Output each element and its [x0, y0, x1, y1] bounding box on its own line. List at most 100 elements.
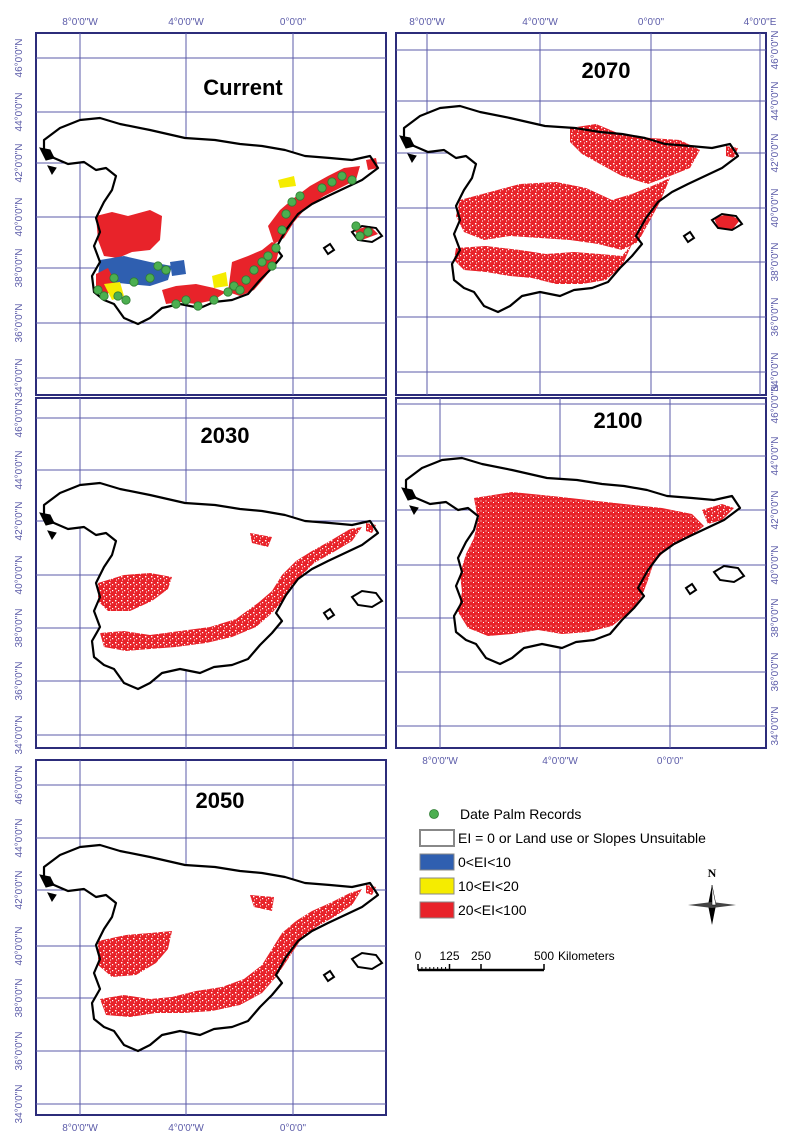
date-palm-record [277, 225, 287, 235]
latitude-tick-label: 34°0'0"N [14, 359, 25, 398]
latitude-tick-label: 36°0'0"N [14, 304, 25, 343]
north-label: N [708, 866, 717, 880]
date-palm-record [161, 265, 171, 275]
date-palm-record [145, 273, 155, 283]
legend-item: 0<EI<10 [419, 853, 511, 871]
latitude-tick-label: 38°0'0"N [770, 599, 781, 638]
latitude-tick-label: 46°0'0"N [14, 399, 25, 438]
suitability-patch [714, 214, 740, 230]
legend-label: EI = 0 or Land use or Slopes Unsuitable [458, 830, 706, 846]
graticule [36, 33, 386, 395]
latitude-tick-label: 38°0'0"N [14, 979, 25, 1018]
suitability-patch [212, 272, 228, 288]
coast-islands [39, 147, 57, 175]
latitude-tick-label: 36°0'0"N [770, 298, 781, 337]
date-palm-record [257, 257, 267, 267]
suitability-patch [100, 527, 362, 651]
date-palm-record [109, 273, 119, 283]
balearic-outline [350, 951, 384, 971]
iberia-outline [42, 116, 380, 326]
legend-dot-swatch [429, 809, 439, 819]
date-palm-record [351, 221, 361, 231]
legend-item: EI = 0 or Land use or Slopes Unsuitable [419, 829, 706, 847]
longitude-tick-label: 4°0'0"W [168, 17, 204, 28]
map-content [401, 456, 746, 666]
graticule [36, 760, 386, 1115]
date-palm-record [281, 209, 291, 219]
scale-bar-unit: Kilometers [558, 949, 615, 963]
date-palm-record [271, 243, 281, 253]
latitude-tick-label: 42°0'0"N [14, 871, 25, 910]
date-palm-record [327, 177, 337, 187]
map-content [39, 843, 384, 1053]
suitability-patch [250, 533, 272, 547]
latitude-tick-label: 44°0'0"N [770, 437, 781, 476]
suitability-patch [702, 504, 734, 524]
longitude-tick-label: 4°0'0"E [744, 17, 777, 28]
north-arrow-highlight [711, 884, 717, 906]
latitude-tick-label: 44°0'0"N [770, 82, 781, 121]
longitude-tick-label: 8°0'0"W [422, 756, 458, 767]
map-panel-2100: 2100 8°0'0"W 4°0'0"W 0°0'0" 46°0'0"N 44°0'0"N… [395, 385, 781, 767]
date-palm-record [113, 291, 123, 301]
date-palm-record [317, 183, 327, 193]
legend-label: 0<EI<10 [458, 854, 511, 870]
latitude-tick-label: 40°0'0"N [770, 546, 781, 585]
date-palm-record [287, 197, 297, 207]
longitude-tick-label: 0°0'0" [657, 756, 684, 767]
panel-title: 2030 [201, 423, 250, 448]
balearic-outline [322, 242, 336, 256]
date-palm-record [223, 287, 233, 297]
latitude-tick-label: 46°0'0"N [770, 385, 781, 424]
balearic-outline [684, 582, 698, 596]
latitude-tick-label: 34°0'0"N [770, 353, 781, 392]
latitude-tick-label: 42°0'0"N [770, 491, 781, 530]
balearic-outline [322, 969, 336, 983]
latitude-tick-label: 44°0'0"N [14, 93, 25, 132]
panel-title: Current [203, 75, 283, 100]
date-palm-record [99, 291, 109, 301]
latitude-tick-label: 46°0'0"N [14, 39, 25, 78]
date-palm-record [337, 171, 347, 181]
latitude-tick-label: 34°0'0"N [14, 1085, 25, 1124]
latitude-tick-label: 44°0'0"N [14, 819, 25, 858]
latitude-tick-label: 46°0'0"N [770, 31, 781, 70]
suitability-patch [458, 492, 704, 636]
date-palm-record [93, 285, 103, 295]
scale-bar-label: 250 [471, 949, 491, 963]
longitude-tick-label: 0°0'0" [638, 17, 665, 28]
suitability-patch [726, 146, 738, 158]
longitude-tick-label: 8°0'0"W [62, 1123, 98, 1134]
latitude-tick-label: 40°0'0"N [14, 198, 25, 237]
latitude-tick-label: 46°0'0"N [14, 766, 25, 805]
suitability-patch [250, 895, 274, 911]
latitude-tick-label: 36°0'0"N [14, 1032, 25, 1071]
date-palm-record [193, 301, 203, 311]
legend-label: Date Palm Records [460, 806, 581, 822]
map-panel-2030: 2030 46°0'0"N 44°0'0"N 42°0'0"N 40°0'0"N 38°0… [14, 397, 387, 754]
latitude-tick-label: 36°0'0"N [14, 662, 25, 701]
suitability-patch [98, 573, 172, 611]
legend-color-swatch [419, 853, 455, 871]
coast-islands [401, 487, 419, 515]
scale-bar-label: 0 [415, 949, 422, 963]
suitability-patch [366, 158, 378, 170]
longitude-tick-label: 8°0'0"W [62, 17, 98, 28]
latitude-tick-label: 34°0'0"N [770, 707, 781, 746]
longitude-tick-label: 4°0'0"W [542, 756, 578, 767]
map-panel-2070: 2070 8°0'0"W 4°0'0"W 0°0'0" 4°0'0"E 46°0'0"N 4… [395, 17, 781, 396]
legend-item: 20<EI<100 [419, 901, 527, 919]
legend-color-swatch [419, 877, 455, 895]
latitude-tick-label: 42°0'0"N [770, 134, 781, 173]
scale-bar: 0 125 250 500 Kilometers [415, 949, 615, 972]
date-palm-record [129, 277, 139, 287]
latitude-tick-label: 40°0'0"N [770, 189, 781, 228]
legend: Date Palm Records EI = 0 or Land use or S… [419, 806, 706, 919]
map-content [399, 104, 744, 314]
balearic-outline [710, 212, 744, 232]
date-palm-record [153, 261, 163, 271]
scale-bar-label: 125 [439, 949, 459, 963]
suitability-patch [170, 260, 186, 276]
suitability-patch [98, 931, 172, 977]
